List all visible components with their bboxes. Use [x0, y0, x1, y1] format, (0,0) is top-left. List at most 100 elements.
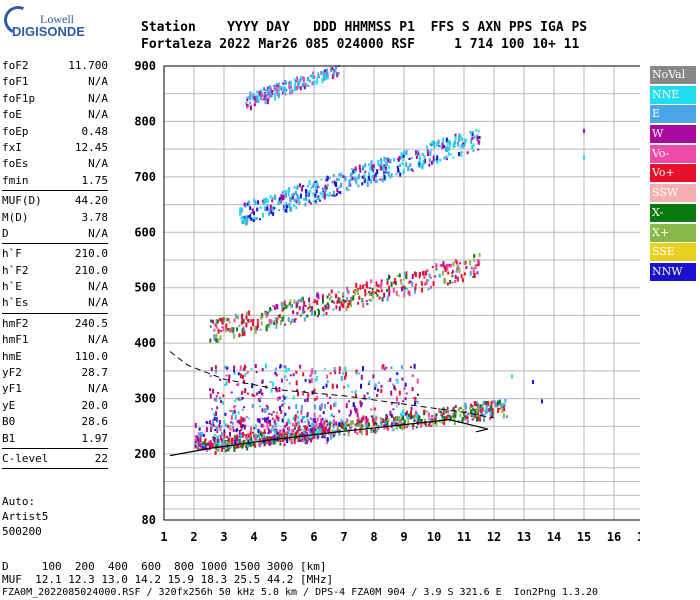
echo-point	[354, 177, 357, 183]
echo-point	[259, 388, 262, 393]
echo-point	[380, 157, 382, 161]
echo-point	[242, 374, 244, 379]
echo-point	[443, 265, 446, 270]
echo-point	[279, 429, 281, 434]
echo-point	[427, 287, 430, 291]
echo-point	[284, 433, 287, 436]
echo-point	[439, 145, 441, 148]
echo-point	[234, 405, 237, 408]
echo-point	[216, 406, 219, 410]
echo-point	[311, 184, 314, 188]
echo-point	[302, 185, 305, 187]
echo-point	[290, 304, 293, 309]
echo-point	[243, 418, 246, 422]
echo-point	[396, 378, 399, 384]
echo-point	[421, 282, 423, 286]
echo-point	[405, 271, 408, 276]
echo-point	[336, 187, 339, 192]
echo-point	[325, 419, 328, 423]
echo-point	[390, 422, 393, 428]
echo-point	[392, 420, 395, 426]
echo-point	[258, 398, 261, 401]
echo-point	[281, 191, 284, 195]
echo-point	[316, 79, 319, 85]
echo-point	[308, 305, 311, 309]
echo-point	[460, 152, 463, 157]
echo-point	[277, 82, 280, 88]
echo-point	[278, 387, 281, 392]
x-tick-label: 8	[370, 530, 377, 544]
echo-point	[458, 137, 461, 142]
echo-point	[376, 293, 379, 297]
echo-point	[326, 302, 329, 306]
echo-point	[428, 273, 431, 278]
echo-point	[233, 370, 236, 373]
echo-point	[301, 77, 304, 80]
echo-point	[476, 271, 479, 275]
echo-point	[246, 104, 249, 109]
echo-point	[431, 140, 434, 145]
echo-point	[461, 419, 464, 424]
echo-point	[215, 337, 218, 343]
echo-point	[459, 134, 462, 139]
echo-point	[259, 397, 262, 399]
echo-point	[476, 264, 479, 267]
echo-point	[279, 320, 282, 325]
echo-point	[308, 297, 311, 303]
echo-point	[476, 412, 479, 416]
echo-point	[466, 151, 469, 155]
echo-point	[377, 290, 380, 293]
echo-point	[295, 198, 298, 201]
echo-point	[453, 409, 456, 415]
echo-point	[326, 423, 329, 426]
echo-point	[233, 409, 236, 414]
echo-point	[441, 414, 444, 419]
echo-point	[267, 440, 269, 444]
echo-point	[356, 432, 359, 436]
echo-point	[293, 318, 296, 323]
echo-point	[256, 207, 259, 212]
echo-point	[321, 296, 324, 301]
param-row: fxI 12.45	[2, 140, 108, 156]
echo-point	[395, 399, 398, 402]
echo-point	[461, 409, 464, 412]
echo-point	[394, 278, 396, 284]
echo-point	[435, 413, 438, 417]
echo-point	[399, 172, 402, 177]
echo-point	[266, 199, 269, 203]
echo-point	[316, 417, 319, 422]
echo-point	[362, 366, 364, 372]
echo-point	[278, 197, 281, 203]
echo-point	[252, 431, 255, 434]
param-row: h`F2 210.0	[2, 263, 108, 279]
echo-point	[432, 419, 435, 425]
echo-point	[410, 157, 413, 160]
echo-point	[338, 431, 341, 436]
echo-point	[347, 423, 350, 426]
echo-point	[245, 434, 248, 438]
echo-point	[279, 201, 282, 204]
echo-point	[379, 417, 382, 419]
echo-point	[452, 156, 455, 159]
echo-point	[469, 131, 472, 133]
echo-point	[446, 263, 449, 267]
echo-point	[291, 429, 294, 434]
echo-point	[214, 370, 217, 374]
echo-point	[349, 409, 352, 415]
echo-point	[387, 165, 390, 170]
echo-point	[276, 396, 279, 401]
echo-point	[259, 95, 262, 101]
echo-point	[215, 417, 218, 420]
echo-point	[443, 409, 446, 414]
echo-point	[243, 216, 246, 219]
echo-point	[443, 421, 446, 426]
echo-point	[363, 176, 365, 180]
echo-point	[210, 423, 213, 426]
echo-point	[375, 281, 378, 287]
x-tick-label: 10	[427, 530, 441, 544]
echo-point	[254, 325, 257, 331]
param-label: M(D)	[2, 210, 29, 224]
echo-point	[362, 284, 364, 289]
echo-point	[274, 367, 277, 371]
echo-point	[302, 311, 305, 315]
